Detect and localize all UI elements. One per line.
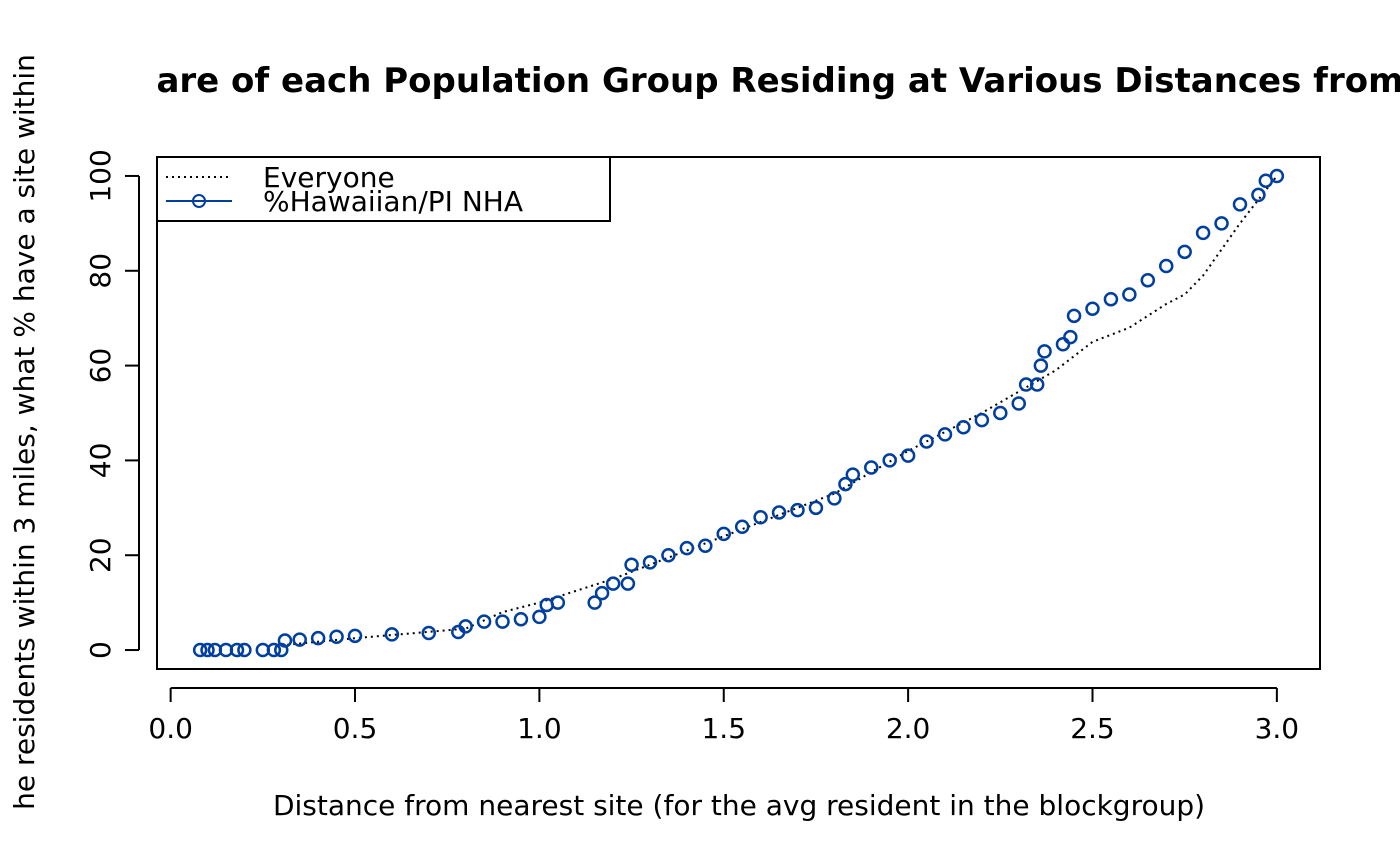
data-point bbox=[200, 642, 215, 658]
data-point bbox=[1066, 308, 1082, 324]
data-point bbox=[900, 448, 916, 463]
data-point bbox=[587, 595, 602, 610]
data-point bbox=[384, 627, 400, 642]
data-point bbox=[277, 633, 293, 648]
data-point bbox=[229, 642, 245, 658]
y-tick-label: 0 bbox=[84, 641, 117, 659]
data-point bbox=[532, 609, 547, 625]
data-point bbox=[1195, 225, 1211, 241]
x-tick-label: 0.5 bbox=[333, 712, 378, 745]
y-tick-label: 60 bbox=[84, 348, 117, 384]
data-point bbox=[1033, 358, 1049, 373]
x-tick-label: 1.0 bbox=[517, 712, 562, 745]
data-point bbox=[771, 505, 787, 520]
data-point bbox=[513, 611, 529, 627]
data-point bbox=[476, 614, 492, 629]
data-point bbox=[937, 427, 953, 442]
y-axis-label: he residents within 3 miles, what % have… bbox=[8, 54, 41, 810]
data-point bbox=[620, 576, 636, 591]
data-point bbox=[594, 585, 610, 601]
y-tick-label: 100 bbox=[84, 149, 117, 202]
data-point bbox=[661, 547, 676, 563]
data-point bbox=[329, 629, 344, 645]
data-point bbox=[1103, 291, 1119, 307]
data-line bbox=[281, 175, 1278, 647]
data-point bbox=[605, 576, 621, 591]
data-point bbox=[1085, 301, 1100, 316]
data-point bbox=[310, 630, 326, 646]
data-point bbox=[845, 467, 861, 482]
data-point bbox=[1011, 396, 1026, 411]
data-point bbox=[753, 510, 768, 525]
x-axis-label: Distance from nearest site (for the avg … bbox=[273, 789, 1205, 822]
x-tick-label: 0.0 bbox=[148, 712, 193, 745]
plot-frame bbox=[156, 156, 1321, 670]
data-point bbox=[292, 632, 307, 647]
data-point bbox=[827, 491, 842, 506]
data-point bbox=[642, 555, 658, 570]
chart-title: are of each Population Group Residing at… bbox=[156, 61, 1400, 101]
y-tick-label: 20 bbox=[84, 537, 117, 573]
data-point bbox=[1037, 344, 1052, 359]
data-point bbox=[863, 460, 879, 475]
data-point bbox=[458, 619, 473, 634]
data-point bbox=[421, 625, 437, 641]
y-tick-label: 40 bbox=[84, 443, 117, 479]
data-point bbox=[1122, 287, 1137, 302]
data-point bbox=[698, 538, 713, 553]
data-point bbox=[1055, 337, 1071, 352]
legend-box bbox=[156, 156, 611, 222]
data-point bbox=[882, 453, 897, 468]
data-point bbox=[1029, 377, 1045, 392]
data-point bbox=[974, 412, 990, 428]
data-point bbox=[1140, 273, 1156, 288]
data-point bbox=[734, 519, 750, 535]
legend-label: Everyone bbox=[263, 161, 395, 194]
data-point bbox=[716, 526, 732, 542]
data-point bbox=[266, 642, 282, 658]
legend-label: %Hawaiian/PI NHA bbox=[263, 185, 523, 218]
data-point bbox=[495, 614, 510, 629]
data-point bbox=[838, 476, 853, 492]
data-point bbox=[347, 628, 363, 644]
x-tick-label: 3.0 bbox=[1255, 712, 1300, 745]
data-point bbox=[624, 557, 639, 572]
data-point bbox=[1063, 329, 1078, 345]
data-point bbox=[237, 642, 252, 658]
data-point bbox=[808, 500, 824, 516]
data-point bbox=[790, 502, 805, 518]
data-point bbox=[956, 419, 971, 435]
data-point bbox=[993, 405, 1008, 421]
data-point bbox=[550, 595, 566, 610]
legend-marker bbox=[192, 194, 206, 208]
y-tick-label: 80 bbox=[84, 253, 117, 289]
data-point bbox=[1177, 244, 1192, 260]
data-point bbox=[679, 540, 695, 556]
data-point bbox=[1232, 197, 1248, 212]
data-point bbox=[1214, 216, 1229, 231]
data-point bbox=[1269, 168, 1285, 184]
x-tick-label: 2.5 bbox=[1070, 712, 1115, 745]
x-tick-label: 1.5 bbox=[701, 712, 746, 745]
data-point bbox=[919, 434, 934, 449]
data-point bbox=[1158, 258, 1174, 274]
data-point bbox=[192, 642, 208, 658]
data-point bbox=[1251, 187, 1266, 203]
x-tick-label: 2.0 bbox=[886, 712, 931, 745]
